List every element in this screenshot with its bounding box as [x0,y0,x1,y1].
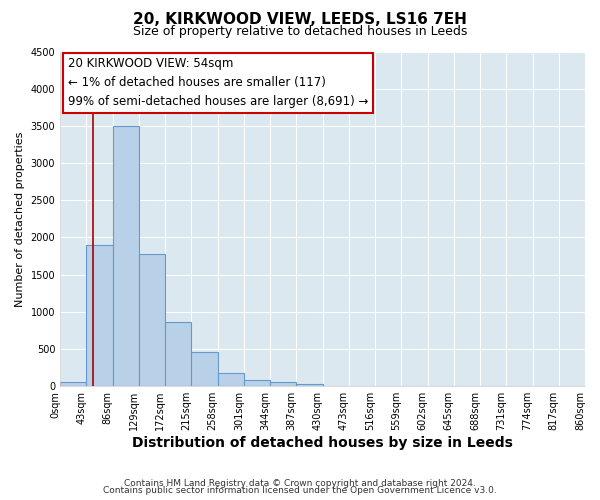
Y-axis label: Number of detached properties: Number of detached properties [15,131,25,306]
Bar [244,380,270,386]
Bar [86,245,113,386]
Bar [165,322,191,386]
Text: 20 KIRKWOOD VIEW: 54sqm
← 1% of detached houses are smaller (117)
99% of semi-de: 20 KIRKWOOD VIEW: 54sqm ← 1% of detached… [68,58,368,108]
Text: 20, KIRKWOOD VIEW, LEEDS, LS16 7EH: 20, KIRKWOOD VIEW, LEEDS, LS16 7EH [133,12,467,28]
Bar [191,352,218,386]
Text: Size of property relative to detached houses in Leeds: Size of property relative to detached ho… [133,25,467,38]
Bar [218,373,244,386]
X-axis label: Distribution of detached houses by size in Leeds: Distribution of detached houses by size … [132,436,513,450]
Text: Contains public sector information licensed under the Open Government Licence v3: Contains public sector information licen… [103,486,497,495]
Bar [139,254,165,386]
Text: Contains HM Land Registry data © Crown copyright and database right 2024.: Contains HM Land Registry data © Crown c… [124,478,476,488]
Bar [296,384,323,386]
Bar [270,382,296,386]
Bar [113,126,139,386]
Bar [60,382,86,386]
